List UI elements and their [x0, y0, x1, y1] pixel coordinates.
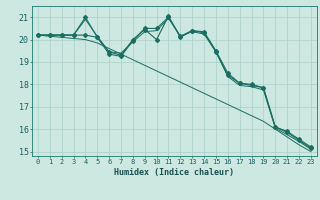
- X-axis label: Humidex (Indice chaleur): Humidex (Indice chaleur): [115, 168, 234, 177]
